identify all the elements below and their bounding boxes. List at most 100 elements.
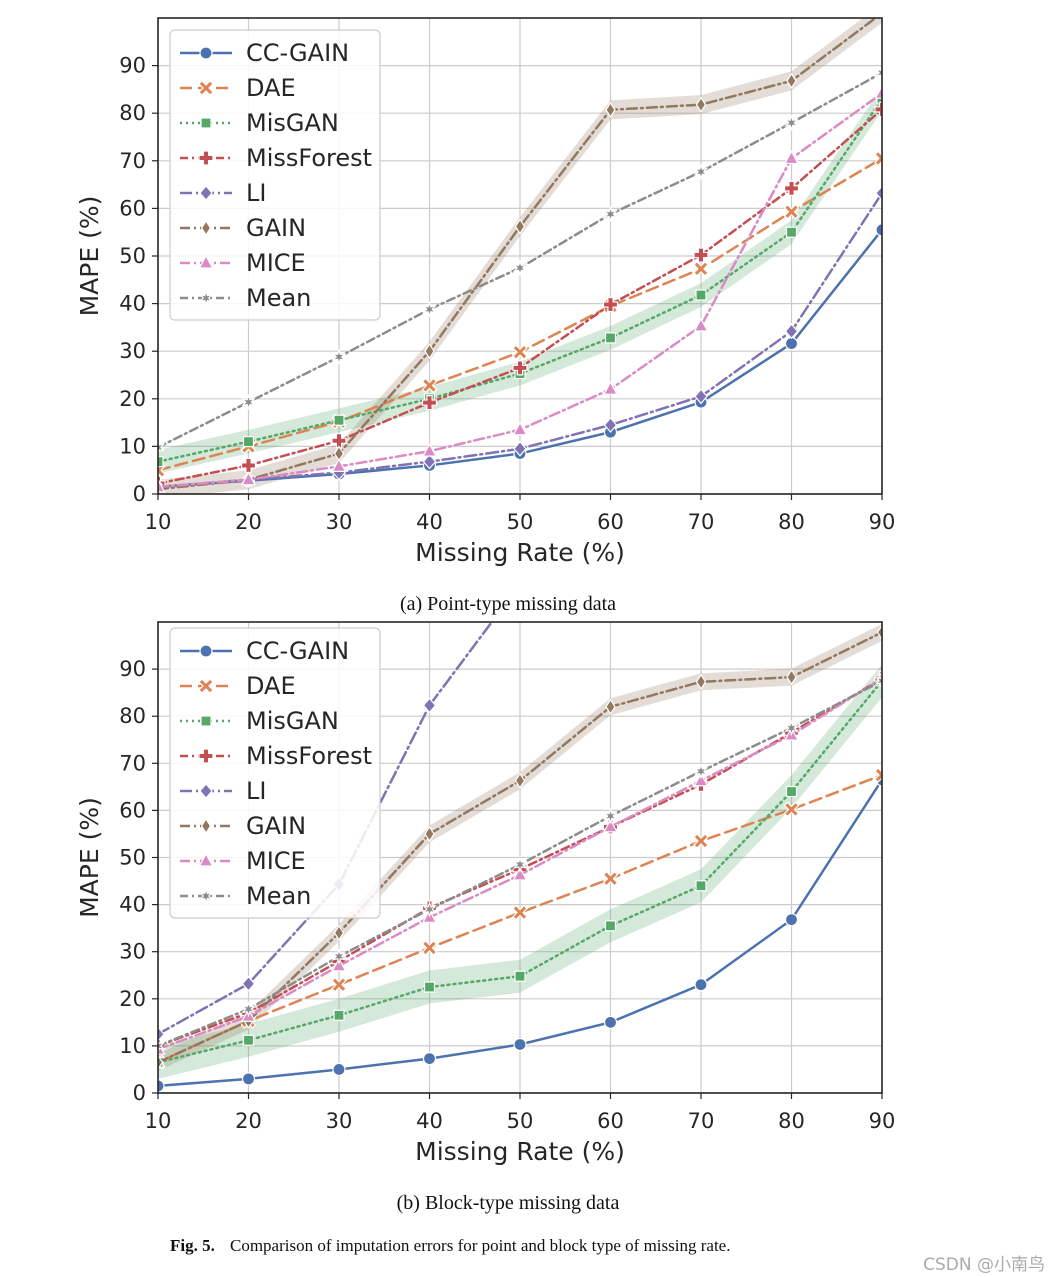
point-misgan-10 — [158, 456, 164, 468]
point-misgan-70 — [695, 289, 707, 301]
point-li-40 — [422, 697, 437, 714]
legend-marker-mice — [198, 254, 214, 269]
point-mean-90 — [874, 64, 882, 82]
point-misgan-20 — [242, 436, 255, 448]
y-tick-label-10: 10 — [119, 1034, 146, 1058]
series-line-li — [158, 622, 494, 1036]
point-mice-40 — [421, 442, 438, 457]
legend-marker-mean — [198, 887, 214, 905]
point-dae-50 — [512, 904, 528, 921]
point-cc-gain-90 — [875, 223, 882, 237]
point-dae-30 — [331, 976, 347, 993]
y-tick-label-50: 50 — [119, 244, 146, 268]
point-mean-70 — [693, 163, 709, 181]
series-line-dae — [158, 773, 882, 1064]
point-mean-20 — [241, 1000, 256, 1018]
y-tick-label-40: 40 — [119, 292, 146, 316]
point-cc-gain-10 — [158, 1079, 165, 1093]
point-mean-80 — [784, 114, 799, 132]
x-tick-label-40: 40 — [416, 1109, 443, 1133]
plot-point-type: 10 20 30 40 50 60 70 80 90 0 10 20 30 40 50 60 70 80 90 Mis… — [75, 17, 896, 567]
point-gain-30 — [333, 924, 345, 941]
x-tick-label-90: 90 — [869, 1109, 896, 1133]
point-dae-70 — [693, 833, 709, 849]
point-li-90 — [875, 185, 882, 202]
point-gain-50 — [514, 218, 526, 235]
x-tick-label-20: 20 — [235, 1109, 262, 1133]
point-mean-40 — [422, 900, 437, 918]
plot-block-type: 10 20 30 40 50 60 70 80 90 0 10 20 30 40 50 60 70 80 90 Mis… — [75, 621, 896, 1166]
series-line-mean — [158, 679, 882, 1048]
y-tick-label-80: 80 — [119, 704, 146, 728]
point-gain-40 — [424, 825, 435, 843]
point-dae-50 — [512, 344, 528, 361]
point-misgan-60 — [604, 920, 617, 932]
point-gain-40 — [424, 343, 435, 360]
y-tick-label-70: 70 — [119, 149, 146, 173]
point-cc-gain-60 — [603, 1015, 618, 1029]
y-tick-label-50: 50 — [119, 846, 146, 870]
y-tick-label-0: 0 — [133, 1081, 146, 1105]
point-mean-80 — [784, 719, 799, 737]
point-dae-80 — [783, 203, 800, 220]
x-tick-label-60: 60 — [597, 1109, 624, 1133]
y-tick-label-30: 30 — [119, 339, 146, 363]
point-cc-gain-80 — [784, 913, 799, 927]
point-gain-50 — [514, 772, 526, 789]
legend-label-mice: MICE — [246, 847, 306, 875]
point-dae-80 — [783, 801, 800, 818]
x-tick-label-10: 10 — [145, 1109, 172, 1133]
point-mean-30 — [331, 348, 347, 366]
point-misgan-60 — [604, 332, 617, 344]
y-tick-label-30: 30 — [119, 940, 146, 964]
point-missforest-90 — [874, 101, 882, 117]
y-tick-label-80: 80 — [119, 101, 146, 125]
legend-marker-dae — [198, 80, 214, 96]
point-dae-90 — [874, 150, 882, 167]
y-tick-label-40: 40 — [119, 893, 146, 917]
x-tick-label-10: 10 — [145, 510, 172, 534]
legend-box — [169, 627, 381, 919]
legend-marker-missforest — [198, 150, 214, 166]
point-gain-70 — [695, 673, 707, 690]
point-mice-10 — [158, 478, 166, 493]
x-tick-label-50: 50 — [507, 1109, 534, 1133]
point-li-40 — [422, 453, 437, 470]
plot-area — [158, 18, 882, 494]
legend-label-mean: Mean — [246, 882, 311, 910]
point-mean-50 — [512, 856, 528, 873]
watermark: CSDN @小南鸟 — [923, 1255, 1045, 1275]
x-tick-label-40: 40 — [416, 510, 443, 534]
point-gain-80 — [786, 668, 797, 686]
point-mice-20 — [240, 471, 257, 486]
x-tick-label-30: 30 — [326, 510, 353, 534]
point-dae-70 — [693, 261, 709, 277]
y-tick-label-60: 60 — [119, 798, 146, 822]
point-mean-60 — [603, 807, 618, 825]
x-tick-label-30: 30 — [326, 1109, 353, 1133]
point-li-10 — [158, 1026, 165, 1043]
x-tick-label-80: 80 — [778, 1109, 805, 1133]
x-tick-label-70: 70 — [688, 1109, 715, 1133]
point-mean-40 — [422, 300, 437, 318]
legend-label-li: LI — [246, 179, 266, 207]
point-missforest-40 — [421, 395, 438, 411]
legend-marker-mean — [198, 289, 214, 307]
legend-marker-li — [199, 185, 213, 201]
point-gain-70 — [695, 96, 707, 113]
legend-label-dae: DAE — [246, 74, 296, 102]
x-tick-label-90: 90 — [869, 510, 896, 534]
point-li-70 — [694, 388, 708, 405]
point-misgan-80 — [785, 226, 798, 238]
point-misgan-80 — [785, 785, 798, 798]
legend-marker-missforest — [198, 748, 214, 764]
x-axis-label: Missing Rate (%) — [415, 1137, 625, 1166]
point-dae-40 — [421, 377, 438, 394]
point-mice-80 — [783, 150, 800, 165]
legend-marker-dae — [198, 678, 214, 694]
point-gain-60 — [605, 698, 616, 715]
legend-label-misgan: MisGAN — [246, 707, 339, 735]
legend-label-dae: DAE — [246, 672, 296, 700]
point-missforest-20 — [240, 457, 257, 474]
